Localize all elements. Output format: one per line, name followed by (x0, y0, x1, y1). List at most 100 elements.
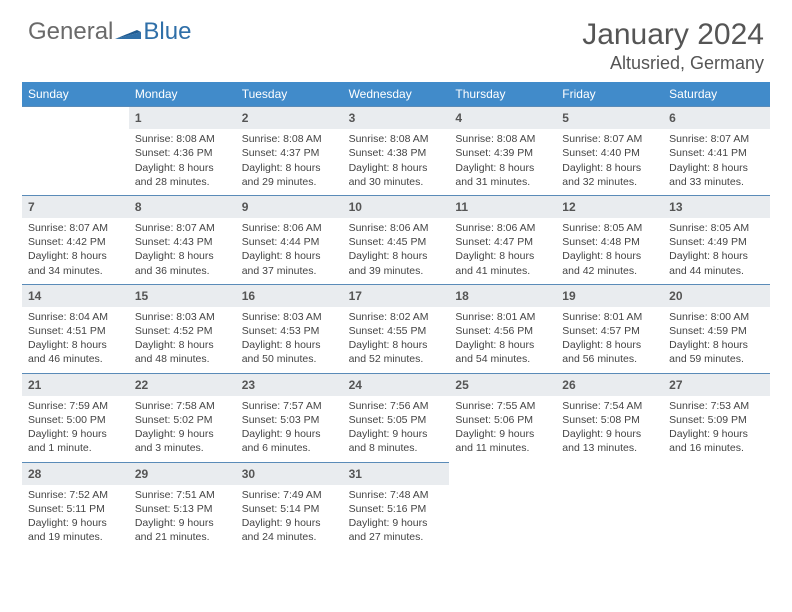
day-cell (556, 462, 663, 551)
daylight-text: Daylight: 8 hours and 46 minutes. (28, 338, 123, 366)
sunrise-text: Sunrise: 8:08 AM (135, 132, 230, 146)
day-body: Sunrise: 8:02 AMSunset: 4:55 PMDaylight:… (343, 310, 450, 367)
location-label: Altusried, Germany (582, 53, 764, 74)
day-body: Sunrise: 7:53 AMSunset: 5:09 PMDaylight:… (663, 399, 770, 456)
day-cell: 17 Sunrise: 8:02 AMSunset: 4:55 PMDayligh… (343, 284, 450, 373)
day-number (556, 462, 663, 484)
day-body: Sunrise: 8:07 AMSunset: 4:40 PMDaylight:… (556, 132, 663, 189)
day-cell: 15Sunrise: 8:03 AMSunset: 4:52 PMDayligh… (129, 284, 236, 373)
dow-wednesday: Wednesday (343, 82, 450, 106)
day-body: Sunrise: 8:04 AMSunset: 4:51 PMDaylight:… (22, 310, 129, 367)
day-number (449, 462, 556, 484)
day-cell: 9Sunrise: 8:06 AMSunset: 4:44 PMDaylight… (236, 195, 343, 284)
sunrise-text: Sunrise: 7:51 AM (135, 488, 230, 502)
logo-text-blue: Blue (143, 18, 191, 46)
day-cell (663, 462, 770, 551)
day-cell: 13Sunrise: 8:05 AMSunset: 4:49 PMDayligh… (663, 195, 770, 284)
sunrise-text: Sunrise: 7:55 AM (455, 399, 550, 413)
day-cell: 26Sunrise: 7:54 AMSunset: 5:08 PMDayligh… (556, 373, 663, 462)
day-number: 28 (22, 462, 129, 485)
daylight-text: Daylight: 9 hours and 6 minutes. (242, 427, 337, 455)
day-number: 17 (343, 284, 450, 307)
day-body: Sunrise: 7:55 AMSunset: 5:06 PMDaylight:… (449, 399, 556, 456)
day-cell: 24Sunrise: 7:56 AMSunset: 5:05 PMDayligh… (343, 373, 450, 462)
sunrise-text: Sunrise: 8:07 AM (669, 132, 764, 146)
day-body: Sunrise: 8:01 AMSunset: 4:57 PMDaylight:… (556, 310, 663, 367)
sunrise-text: Sunrise: 8:05 AM (562, 221, 657, 235)
daylight-text: Daylight: 9 hours and 1 minute. (28, 427, 123, 455)
day-body: Sunrise: 7:49 AMSunset: 5:14 PMDaylight:… (236, 488, 343, 545)
sunset-text: Sunset: 5:16 PM (349, 502, 444, 516)
sunset-text: Sunset: 5:03 PM (242, 413, 337, 427)
sunrise-text: Sunrise: 8:03 AM (135, 310, 230, 324)
sunset-text: Sunset: 4:52 PM (135, 324, 230, 338)
day-number: 20 (663, 284, 770, 307)
daylight-text: Daylight: 9 hours and 24 minutes. (242, 516, 337, 544)
daylight-text: Daylight: 9 hours and 11 minutes. (455, 427, 550, 455)
sunrise-text: Sunrise: 8:01 AM (562, 310, 657, 324)
sunrise-text: Sunrise: 8:06 AM (242, 221, 337, 235)
daylight-text: Daylight: 8 hours and 28 minutes. (135, 161, 230, 189)
day-body: Sunrise: 8:01 AMSunset: 4:56 PMDaylight:… (449, 310, 556, 367)
daylight-text: Daylight: 8 hours and 36 minutes. (135, 249, 230, 277)
sunrise-text: Sunrise: 8:03 AM (242, 310, 337, 324)
day-cell: 28Sunrise: 7:52 AMSunset: 5:11 PMDayligh… (22, 462, 129, 551)
daylight-text: Daylight: 8 hours and 41 minutes. (455, 249, 550, 277)
day-number: 26 (556, 373, 663, 396)
day-body: Sunrise: 8:06 AMSunset: 4:44 PMDaylight:… (236, 221, 343, 278)
day-body: Sunrise: 8:07 AMSunset: 4:43 PMDaylight:… (129, 221, 236, 278)
day-number: 31 (343, 462, 450, 485)
day-body: Sunrise: 8:06 AMSunset: 4:47 PMDaylight:… (449, 221, 556, 278)
day-cell (449, 462, 556, 551)
day-body: Sunrise: 8:08 AMSunset: 4:37 PMDaylight:… (236, 132, 343, 189)
day-cell: 6Sunrise: 8:07 AMSunset: 4:41 PMDaylight… (663, 106, 770, 195)
daylight-text: Daylight: 8 hours and 42 minutes. (562, 249, 657, 277)
sunrise-text: Sunrise: 7:56 AM (349, 399, 444, 413)
day-number: 29 (129, 462, 236, 485)
dow-header-row: Sunday Monday Tuesday Wednesday Thursday… (22, 82, 770, 106)
day-number: 22 (129, 373, 236, 396)
sunrise-text: Sunrise: 8:01 AM (455, 310, 550, 324)
day-number: 19 (556, 284, 663, 307)
day-body: Sunrise: 8:06 AMSunset: 4:45 PMDaylight:… (343, 221, 450, 278)
sunset-text: Sunset: 5:05 PM (349, 413, 444, 427)
title-block: January 2024 Altusried, Germany (582, 18, 764, 74)
sunrise-text: Sunrise: 8:02 AM (349, 310, 444, 324)
sunset-text: Sunset: 4:51 PM (28, 324, 123, 338)
header: General Blue January 2024 Altusried, Ger… (0, 0, 792, 82)
daylight-text: Daylight: 8 hours and 34 minutes. (28, 249, 123, 277)
week-row: 1Sunrise: 8:08 AMSunset: 4:36 PMDaylight… (22, 106, 770, 195)
dow-friday: Friday (556, 82, 663, 106)
sunrise-text: Sunrise: 7:48 AM (349, 488, 444, 502)
sunrise-text: Sunrise: 7:54 AM (562, 399, 657, 413)
day-number: 30 (236, 462, 343, 485)
dow-monday: Monday (129, 82, 236, 106)
day-cell (22, 106, 129, 195)
sunset-text: Sunset: 4:56 PM (455, 324, 550, 338)
day-cell: 10Sunrise: 8:06 AMSunset: 4:45 PMDayligh… (343, 195, 450, 284)
day-number (663, 462, 770, 484)
day-number: 16 (236, 284, 343, 307)
calendar: Sunday Monday Tuesday Wednesday Thursday… (22, 82, 770, 550)
day-number: 8 (129, 195, 236, 218)
daylight-text: Daylight: 8 hours and 56 minutes. (562, 338, 657, 366)
sunrise-text: Sunrise: 7:57 AM (242, 399, 337, 413)
dow-sunday: Sunday (22, 82, 129, 106)
week-row: 14Sunrise: 8:04 AMSunset: 4:51 PMDayligh… (22, 284, 770, 373)
day-cell: 29Sunrise: 7:51 AMSunset: 5:13 PMDayligh… (129, 462, 236, 551)
sunrise-text: Sunrise: 7:52 AM (28, 488, 123, 502)
daylight-text: Daylight: 8 hours and 50 minutes. (242, 338, 337, 366)
logo: General Blue (28, 18, 191, 46)
day-cell: 7Sunrise: 8:07 AMSunset: 4:42 PMDaylight… (22, 195, 129, 284)
sunrise-text: Sunrise: 8:07 AM (562, 132, 657, 146)
daylight-text: Daylight: 8 hours and 32 minutes. (562, 161, 657, 189)
sunrise-text: Sunrise: 8:00 AM (669, 310, 764, 324)
day-number: 1 (129, 106, 236, 129)
sunrise-text: Sunrise: 8:05 AM (669, 221, 764, 235)
daylight-text: Daylight: 8 hours and 52 minutes. (349, 338, 444, 366)
sunrise-text: Sunrise: 7:49 AM (242, 488, 337, 502)
sunset-text: Sunset: 4:45 PM (349, 235, 444, 249)
daylight-text: Daylight: 8 hours and 31 minutes. (455, 161, 550, 189)
day-number: 25 (449, 373, 556, 396)
sunset-text: Sunset: 5:02 PM (135, 413, 230, 427)
